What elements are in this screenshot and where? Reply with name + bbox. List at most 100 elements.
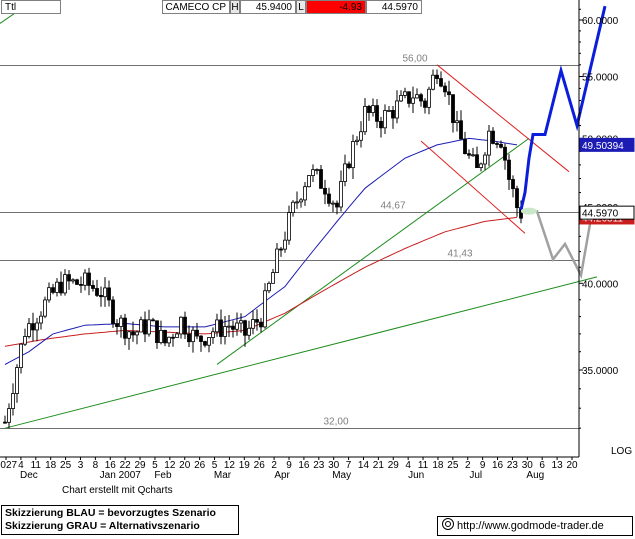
chart-credit: Chart erstellt mit Qcharts: [62, 485, 173, 496]
candle-body: [199, 335, 203, 342]
candle-body: [115, 323, 119, 327]
x-day-label: 5: [152, 460, 158, 471]
candle-body: [99, 295, 103, 298]
candle-body: [379, 120, 383, 129]
candle-body: [323, 187, 327, 195]
candle-body: [103, 287, 107, 298]
trendline-support-medium: [216, 137, 530, 365]
candle-body: [367, 105, 371, 113]
candle-body: [483, 154, 487, 165]
x-day-label: 18: [432, 460, 444, 471]
x-day-label: 3: [78, 460, 84, 471]
candle-body: [119, 317, 123, 327]
x-day-label: 30: [328, 460, 340, 471]
badge-label: 49.50394: [582, 141, 624, 152]
candle-body: [239, 320, 243, 324]
candle-body: [467, 153, 471, 156]
website-text: http://www.godmode-trader.de: [457, 520, 604, 532]
x-month-label: Jul: [469, 470, 482, 481]
candle-body: [479, 163, 483, 168]
header-interval[interactable]: Ttl: [1, 0, 61, 14]
x-month-label: Feb: [154, 470, 172, 481]
legend-box: Skizzierung BLAU = bevorzugtes Szenario …: [1, 505, 239, 535]
candle-body: [455, 120, 459, 124]
x-day-label: 6: [539, 460, 545, 471]
candle-body: [383, 110, 387, 129]
candle-body: [67, 274, 71, 282]
badge-background: [579, 205, 635, 220]
badge-background: [579, 137, 635, 152]
candle-body: [63, 274, 67, 294]
candle-body: [415, 94, 419, 99]
x-day-label: 12: [164, 460, 176, 471]
entry-zone: [521, 207, 537, 215]
candle-body: [243, 320, 247, 336]
candle-body: [123, 317, 127, 339]
x-day-label: 25: [60, 460, 72, 471]
candle-body: [291, 201, 295, 213]
candle-body: [187, 333, 191, 343]
website-link[interactable]: http://www.godmode-trader.de: [437, 516, 633, 536]
candle-body: [275, 248, 279, 273]
candle-body: [127, 331, 131, 339]
x-day-label: 20: [566, 460, 578, 471]
x-day-label: 26: [254, 460, 266, 471]
x-day-label: 20: [179, 460, 191, 471]
x-day-label: 2: [465, 460, 471, 471]
header-high-value: 45.9400: [240, 0, 296, 14]
candle-body: [399, 95, 403, 102]
candle-body: [15, 367, 19, 394]
candle-body: [371, 105, 375, 113]
y-tick-label: 35.0000: [582, 366, 619, 377]
x-day-label: 8: [93, 460, 99, 471]
candle-body: [111, 299, 115, 325]
x-day-label: 26: [194, 460, 206, 471]
y-tick-label: 55.0000: [582, 73, 619, 84]
candle-body: [11, 393, 15, 409]
candle-body: [3, 421, 7, 424]
time-axis: 2027411182538162229512202651219262916233…: [0, 457, 578, 481]
candle-body: [503, 146, 507, 161]
x-day-label: 18: [45, 460, 57, 471]
candle-body: [255, 319, 259, 323]
trendline-support-long: [4, 276, 598, 429]
candle-body: [131, 331, 135, 336]
header-change-value: -4.93: [306, 0, 366, 14]
candle-body: [339, 181, 343, 208]
blue-scenario: [519, 5, 607, 211]
x-day-label: 23: [507, 460, 519, 471]
candle-body: [179, 316, 183, 335]
candle-body: [235, 322, 239, 330]
price-bars: [3, 69, 523, 429]
candle-body: [331, 202, 335, 205]
candle-body: [171, 336, 175, 339]
candle-body: [391, 110, 395, 119]
candle-body: [247, 327, 251, 336]
candle-body: [411, 97, 415, 104]
candle-body: [475, 154, 479, 168]
x-day-label: 22: [120, 460, 132, 471]
x-day-label: 13: [552, 460, 564, 471]
candle-body: [151, 319, 155, 322]
x-month-label: Jun: [408, 470, 424, 481]
candle-body: [355, 139, 359, 142]
candle-body: [495, 143, 499, 145]
candle-body: [347, 163, 351, 169]
candle-body: [507, 159, 511, 180]
x-day-label: 21: [373, 460, 385, 471]
candle-body: [79, 284, 83, 286]
candle-body: [491, 130, 495, 144]
candle-body: [439, 78, 443, 87]
candle-body: [259, 321, 263, 328]
x-day-label: 2027: [0, 460, 18, 471]
x-day-label: 12: [224, 460, 236, 471]
candle-body: [35, 322, 39, 331]
candle-body: [231, 325, 235, 330]
candle-body: [363, 105, 367, 133]
candle-body: [155, 320, 159, 344]
candle-body: [215, 319, 219, 333]
candle-body: [159, 330, 163, 344]
x-day-label: 11: [31, 460, 42, 471]
